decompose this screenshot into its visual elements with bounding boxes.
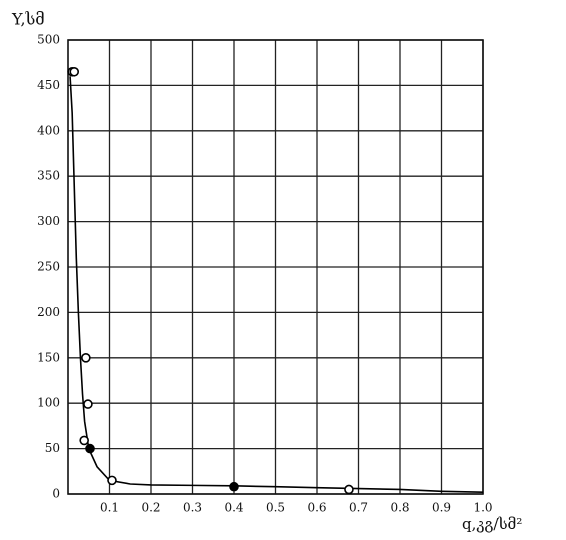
curve bbox=[69, 76, 484, 493]
data-point bbox=[85, 443, 95, 454]
y-tick-label: 250 bbox=[37, 260, 60, 274]
y-tick-label: 300 bbox=[37, 214, 60, 228]
data-point bbox=[229, 481, 239, 492]
y-axis-label: Y,სმ bbox=[11, 10, 45, 29]
x-tick-label: 0.7 bbox=[349, 501, 368, 515]
y-tick-label: 150 bbox=[37, 350, 60, 364]
y-tick-label: 400 bbox=[37, 123, 60, 137]
y-tick-label: 500 bbox=[37, 33, 60, 47]
y-tick-label: 450 bbox=[37, 78, 60, 92]
data-point bbox=[81, 352, 91, 363]
y-tick-label: 200 bbox=[37, 305, 60, 319]
y-tick-label: 350 bbox=[37, 169, 60, 183]
y-tick-label: 100 bbox=[37, 396, 60, 410]
x-tick-label: 0.9 bbox=[432, 501, 451, 515]
data-point bbox=[344, 484, 354, 495]
plot-frame bbox=[67, 39, 484, 495]
x-axis-label: q,კგ/სმ² bbox=[462, 515, 522, 533]
x-tick-label: 1.0 bbox=[473, 501, 492, 515]
data-point bbox=[83, 399, 93, 409]
data-point bbox=[79, 435, 89, 446]
x-tick-label: 0.1 bbox=[100, 501, 119, 515]
data-point bbox=[107, 475, 117, 486]
x-tick-label: 0.6 bbox=[307, 501, 326, 515]
x-tick-label: 0.3 bbox=[183, 501, 202, 515]
x-tick-label: 0.2 bbox=[141, 501, 160, 515]
x-tick-label: 0.4 bbox=[224, 501, 243, 515]
x-tick-label: 0.5 bbox=[266, 501, 285, 515]
x-tick-label: 0.8 bbox=[390, 501, 409, 515]
y-tick-label: 0 bbox=[52, 487, 60, 501]
data-point bbox=[69, 66, 80, 77]
y-tick-label: 50 bbox=[45, 441, 60, 455]
